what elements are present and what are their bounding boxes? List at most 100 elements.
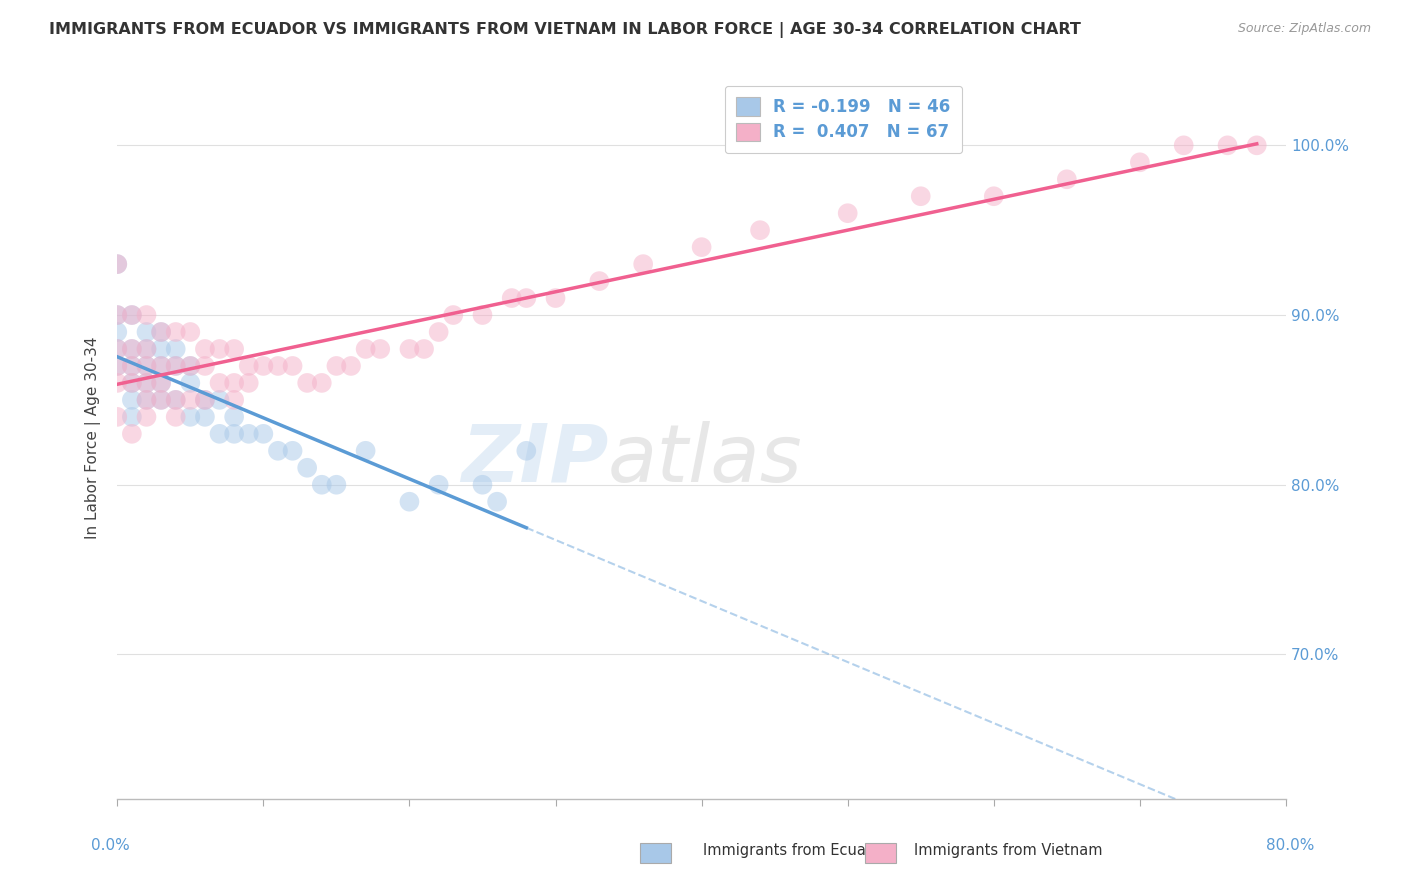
Point [311, 376, 333, 390]
Point [238, 359, 260, 373]
Point [150, 359, 173, 373]
Point [515, 443, 537, 458]
Point [368, 342, 391, 356]
Point [150, 392, 173, 407]
Point [135, 342, 157, 356]
Point [165, 342, 187, 356]
Text: 80.0%: 80.0% [1267, 838, 1315, 854]
Point [105, 342, 128, 356]
Point [135, 376, 157, 390]
Legend: R = -0.199   N = 46, R =  0.407   N = 67: R = -0.199 N = 46, R = 0.407 N = 67 [725, 86, 962, 153]
Point [121, 376, 143, 390]
Point [398, 494, 420, 508]
Point [501, 291, 523, 305]
Point [121, 409, 143, 424]
Point [165, 359, 187, 373]
Point [837, 206, 859, 220]
Point [135, 392, 157, 407]
Point [588, 274, 610, 288]
Point [238, 376, 260, 390]
Point [354, 443, 377, 458]
Point [165, 325, 187, 339]
Point [135, 308, 157, 322]
Point [121, 359, 143, 373]
Point [179, 392, 201, 407]
Point [208, 342, 231, 356]
Point [121, 342, 143, 356]
Point [252, 426, 274, 441]
Point [105, 409, 128, 424]
Point [165, 359, 187, 373]
Point [179, 409, 201, 424]
Text: Immigrants from Vietnam: Immigrants from Vietnam [914, 843, 1102, 858]
Point [135, 392, 157, 407]
Point [471, 477, 494, 491]
Point [749, 223, 772, 237]
Point [135, 359, 157, 373]
Point [135, 342, 157, 356]
Text: Immigrants from Ecuador: Immigrants from Ecuador [703, 843, 890, 858]
Point [121, 376, 143, 390]
Point [179, 325, 201, 339]
Point [544, 291, 567, 305]
Point [105, 376, 128, 390]
Text: atlas: atlas [609, 421, 803, 499]
Point [427, 477, 450, 491]
Point [281, 443, 304, 458]
Point [252, 359, 274, 373]
Point [1216, 138, 1239, 153]
Point [135, 325, 157, 339]
Point [1129, 155, 1152, 169]
Point [194, 409, 217, 424]
Point [105, 308, 128, 322]
Point [121, 392, 143, 407]
Point [121, 308, 143, 322]
Point [983, 189, 1005, 203]
Point [194, 342, 217, 356]
Point [121, 426, 143, 441]
Point [295, 460, 318, 475]
Point [208, 376, 231, 390]
Point [486, 494, 509, 508]
Point [224, 409, 246, 424]
Point [165, 392, 187, 407]
Point [311, 477, 333, 491]
Point [165, 409, 187, 424]
Point [224, 426, 246, 441]
Point [150, 325, 173, 339]
Point [121, 342, 143, 356]
Point [179, 359, 201, 373]
Point [194, 392, 217, 407]
Point [224, 392, 246, 407]
Point [238, 426, 260, 441]
Point [340, 359, 363, 373]
Point [150, 325, 173, 339]
Point [135, 359, 157, 373]
Point [121, 359, 143, 373]
Point [1173, 138, 1195, 153]
Point [267, 443, 290, 458]
Point [441, 308, 464, 322]
Point [224, 376, 246, 390]
Point [179, 359, 201, 373]
Point [165, 392, 187, 407]
Point [150, 392, 173, 407]
Point [105, 325, 128, 339]
Point [398, 342, 420, 356]
Point [194, 359, 217, 373]
Point [1246, 138, 1268, 153]
Point [179, 376, 201, 390]
Y-axis label: In Labor Force | Age 30-34: In Labor Force | Age 30-34 [86, 337, 101, 540]
Point [325, 359, 347, 373]
Point [281, 359, 304, 373]
Point [325, 477, 347, 491]
Point [267, 359, 290, 373]
Point [295, 376, 318, 390]
Point [105, 359, 128, 373]
Point [105, 257, 128, 271]
Point [105, 308, 128, 322]
Point [208, 392, 231, 407]
Point [427, 325, 450, 339]
Point [105, 342, 128, 356]
Point [515, 291, 537, 305]
